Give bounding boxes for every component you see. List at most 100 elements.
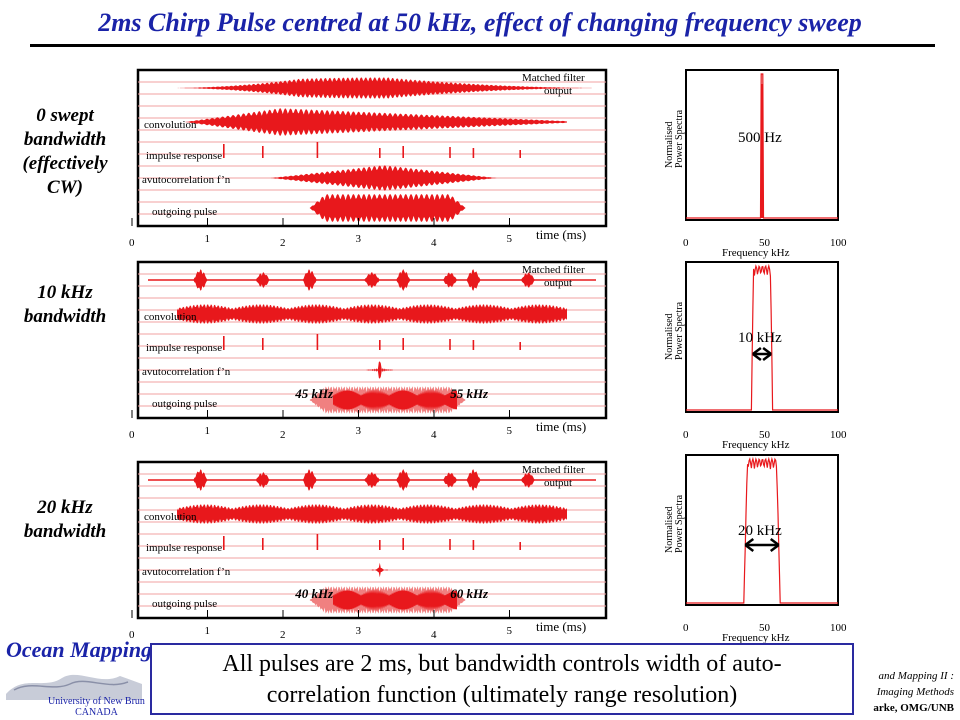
arrow-head-right	[769, 538, 780, 552]
footer-author: arke, OMG/UNB	[873, 702, 954, 714]
trace-label-autocorrelation: avutocorrelation f’n	[142, 366, 231, 378]
trace-label-output: output	[544, 85, 572, 97]
x-tick-label: 4	[431, 237, 437, 249]
caption-line: All pulses are 2 ms, but bandwidth contr…	[222, 651, 782, 677]
spectrum-x-axis-label: Frequency kHz	[722, 632, 790, 644]
footer-line: and Mapping II :	[878, 670, 954, 682]
row-label-line: 10 kHz	[37, 282, 93, 303]
spectrum-x-tick-label: 50	[759, 429, 771, 441]
x-tick-label: 0	[129, 629, 135, 641]
x-tick-label: 3	[356, 233, 362, 245]
footer-text: and Mapping II : Imaging Methods arke, O…	[873, 668, 954, 716]
row-label-line: (effectively	[22, 153, 108, 174]
spectrum-y-label: Normalised	[664, 506, 675, 553]
trace-label-matched-filter: Matched filter	[522, 264, 585, 276]
x-tick-label: 4	[431, 429, 437, 441]
trace-label-impulse-response: impulse response	[146, 342, 222, 354]
spectrum-panel-frame	[685, 454, 839, 606]
spectrum-y-label: Normalised	[664, 313, 675, 360]
trace-label-autocorrelation: avutocorrelation f’n	[142, 566, 231, 578]
trace-label-matched-filter: Matched filter	[522, 464, 585, 476]
autocorrelation-trace	[371, 562, 388, 578]
x-tick-label: 3	[356, 625, 362, 637]
x-axis-label: time (ms)	[536, 227, 586, 242]
x-tick-label: 2	[280, 629, 286, 641]
autocorrelation-trace	[366, 361, 393, 379]
row-label-line: bandwidth	[23, 521, 107, 542]
spectrum-y-label: Normalised	[664, 121, 675, 168]
trace-label-convolution: convolution	[144, 511, 197, 523]
x-axis-label: time (ms)	[536, 619, 586, 634]
spectrum-x-tick-label: 50	[759, 237, 771, 249]
autocorrelation-trace	[270, 165, 497, 191]
spectrum-x-axis-label: Frequency kHz	[722, 439, 790, 451]
sweep-start-label: 45 kHz	[294, 386, 334, 401]
x-tick-label: 0	[129, 237, 135, 249]
spectrum-annotation: 20 kHz	[738, 523, 782, 539]
x-tick-label: 5	[507, 625, 513, 637]
convolution-trace	[177, 304, 567, 324]
trace-label-output: output	[544, 477, 572, 489]
spectrum-x-tick-label: 0	[683, 429, 689, 441]
outgoing-pulse-chirp	[333, 389, 457, 411]
row-label-line: bandwidth	[23, 306, 107, 327]
trace-label-impulse-response: impulse response	[146, 150, 222, 162]
x-tick-label: 2	[280, 237, 286, 249]
x-tick-label: 5	[507, 425, 513, 437]
sweep-end-label: 60 kHz	[450, 586, 489, 601]
x-tick-label: 3	[356, 425, 362, 437]
row-label-line: CW)	[47, 177, 83, 198]
trace-label-impulse-response: impulse response	[146, 542, 222, 554]
spectrum-x-tick-label: 50	[759, 622, 771, 634]
spectrum-y-label: Power Spectra	[674, 301, 685, 360]
ocean-mapping-logo: Ocean Mapping	[6, 637, 153, 662]
spectrum-x-tick-label: 0	[683, 622, 689, 634]
row-label-20khz: 20 kHz bandwidth	[0, 496, 130, 544]
slide-title: 2ms Chirp Pulse centred at 50 kHz, effec…	[98, 8, 862, 37]
trace-label-convolution: convolution	[144, 311, 197, 323]
trace-label-autocorrelation: avutocorrelation f’n	[142, 174, 231, 186]
matched-filter-trace	[169, 77, 606, 99]
x-tick-label: 5	[507, 233, 513, 245]
university-name: University of New Brun CANADA	[48, 696, 145, 718]
university-line: University of New Brun	[48, 696, 145, 707]
spectrum-x-axis-label: Frequency kHz	[722, 247, 790, 259]
row-label-0-bandwidth: 0 swept bandwidth (effectively CW)	[0, 104, 130, 200]
trace-label-matched-filter: Matched filter	[522, 72, 585, 84]
title-underline	[30, 44, 935, 47]
row-label-10khz: 10 kHz bandwidth	[0, 281, 130, 329]
spectrum-curve	[686, 73, 838, 219]
row-label-line: 20 kHz	[37, 497, 93, 518]
spectrum-y-label: Power Spectra	[674, 109, 685, 168]
row-label-line: 0 swept	[36, 105, 94, 126]
country-line: CANADA	[75, 707, 118, 718]
x-axis-label: time (ms)	[536, 419, 586, 434]
x-tick-label: 1	[205, 625, 211, 637]
x-tick-label: 0	[129, 429, 135, 441]
logo-seafloor-icon	[6, 674, 142, 700]
spectrum-x-tick-label: 100	[830, 237, 847, 249]
x-tick-label: 2	[280, 429, 286, 441]
spectrum-y-label: Power Spectra	[674, 494, 685, 553]
spectrum-curve	[686, 456, 838, 604]
caption-line: correlation function (ultimately range r…	[266, 682, 738, 708]
spectrum-curve	[686, 263, 838, 411]
trace-label-output: output	[544, 277, 572, 289]
spectrum-x-tick-label: 0	[683, 237, 689, 249]
outgoing-pulse-chirp	[333, 589, 457, 611]
spectrum-panel-frame	[685, 261, 839, 413]
spectrum-annotation: 500 Hz	[738, 130, 782, 146]
caption-box: All pulses are 2 ms, but bandwidth contr…	[150, 643, 854, 715]
convolution-trace	[177, 504, 567, 524]
trace-label-outgoing-pulse: outgoing pulse	[152, 598, 217, 610]
row-label-line: bandwidth	[23, 129, 107, 150]
trace-label-outgoing-pulse: outgoing pulse	[152, 398, 217, 410]
trace-label-convolution: convolution	[144, 119, 197, 131]
x-tick-label: 1	[205, 233, 211, 245]
convolution-trace	[184, 108, 567, 136]
sweep-start-label: 40 kHz	[294, 586, 334, 601]
outgoing-pulse-trace	[309, 194, 466, 222]
arrow-head-right	[762, 347, 772, 361]
sweep-end-label: 55 kHz	[450, 386, 489, 401]
